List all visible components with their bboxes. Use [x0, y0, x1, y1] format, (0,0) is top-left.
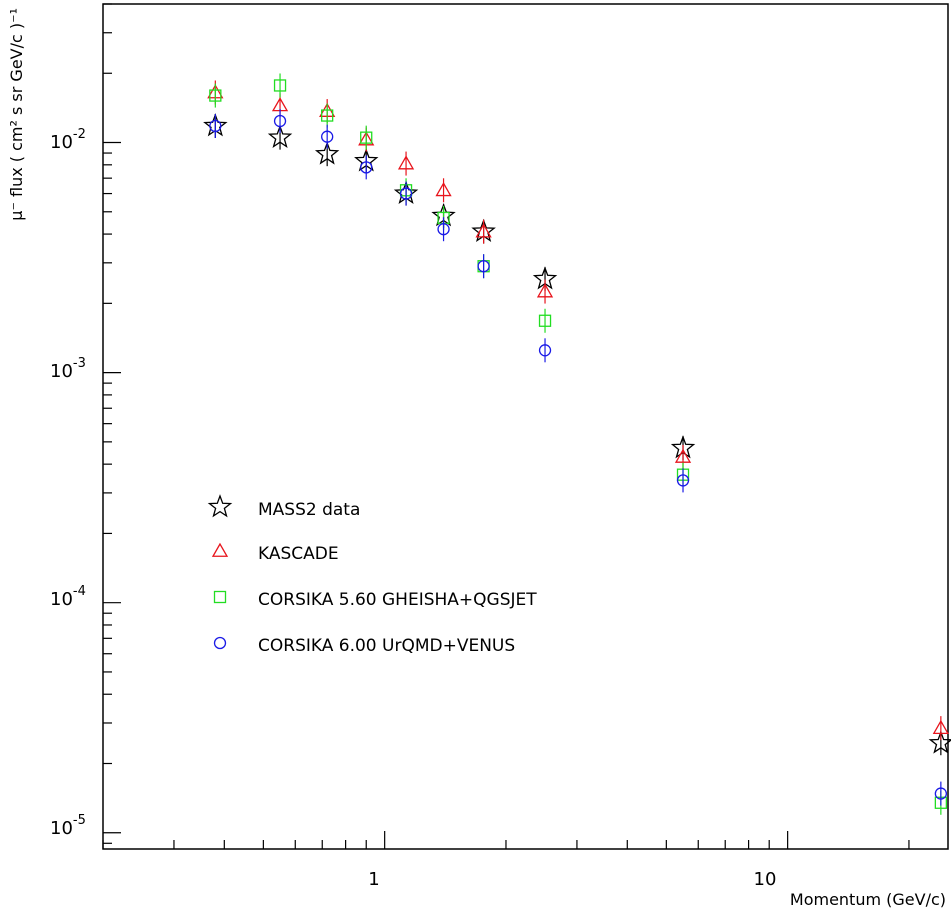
data-point	[538, 314, 552, 327]
legend: MASS2 data KASCADE CORSIKA 5.60 GHEISHA+QG…	[207, 494, 537, 656]
y-tick-exponent: -5	[73, 813, 86, 828]
legend-marker	[207, 494, 233, 518]
y-tick-label-1e-4: 10-4	[50, 584, 86, 610]
legend-entry: MASS2 data	[207, 494, 360, 520]
data-point	[674, 448, 692, 463]
x-tick-label-1: 1	[368, 869, 379, 890]
data-point	[928, 730, 951, 754]
data-point	[314, 141, 340, 165]
y-tick-exponent: -2	[73, 127, 86, 142]
data-point	[209, 89, 222, 102]
legend-entry: KASCADE	[211, 542, 339, 564]
x-tick-label-10: 10	[754, 869, 777, 890]
data-markers	[203, 73, 951, 815]
data-point	[475, 223, 492, 238]
series-mass2-data	[203, 113, 951, 756]
legend-label: KASCADE	[258, 544, 339, 564]
y-tick-label-1e-5: 10-5	[50, 813, 86, 839]
y-tick-base: 10	[50, 132, 73, 153]
y-tick-exponent: -3	[73, 356, 86, 371]
data-point	[321, 130, 334, 143]
legend-label: MASS2 data	[258, 500, 360, 520]
legend-marker	[213, 590, 227, 604]
plot-frame	[102, 3, 949, 850]
y-tick-base: 10	[50, 361, 73, 382]
legend-label: CORSIKA 6.00 UrQMD+VENUS	[258, 636, 515, 656]
series-corsika-5-60-gheisha-qgsjet	[209, 73, 948, 815]
data-point	[397, 155, 415, 170]
legend-marker	[211, 542, 229, 557]
legend-label: CORSIKA 5.60 GHEISHA+QGSJET	[258, 590, 537, 610]
data-point	[477, 260, 490, 273]
data-point	[321, 109, 334, 122]
data-point	[934, 787, 948, 800]
data-point	[273, 79, 287, 92]
y-tick-base: 10	[50, 589, 73, 610]
data-point	[360, 131, 373, 144]
data-point	[209, 119, 222, 133]
data-point	[273, 114, 287, 128]
data-point	[676, 474, 690, 487]
y-tick-label-1e-2: 10-2	[50, 127, 86, 153]
legend-marker	[213, 636, 227, 650]
legend-entry: CORSIKA 6.00 UrQMD+VENUS	[213, 636, 515, 656]
data-point	[538, 344, 552, 357]
y-tick-base: 10	[50, 818, 73, 839]
data-point	[932, 719, 949, 735]
axis-ticks	[102, 3, 910, 849]
data-point	[399, 187, 413, 200]
data-point	[437, 223, 450, 236]
y-tick-label-1e-3: 10-3	[50, 356, 86, 382]
data-point	[536, 283, 554, 298]
data-point	[360, 161, 373, 174]
y-axis-label: μ⁻ flux ( cm² s sr GeV/c )⁻¹	[7, 8, 26, 221]
data-point	[267, 124, 293, 149]
legend-entry: CORSIKA 5.60 GHEISHA+QGSJET	[213, 590, 537, 610]
y-tick-exponent: -4	[73, 584, 86, 599]
data-point	[435, 181, 452, 197]
x-axis-label: Momentum (GeV/c)	[790, 890, 946, 909]
series-corsika-6-00-urqmd-venus	[209, 109, 948, 806]
